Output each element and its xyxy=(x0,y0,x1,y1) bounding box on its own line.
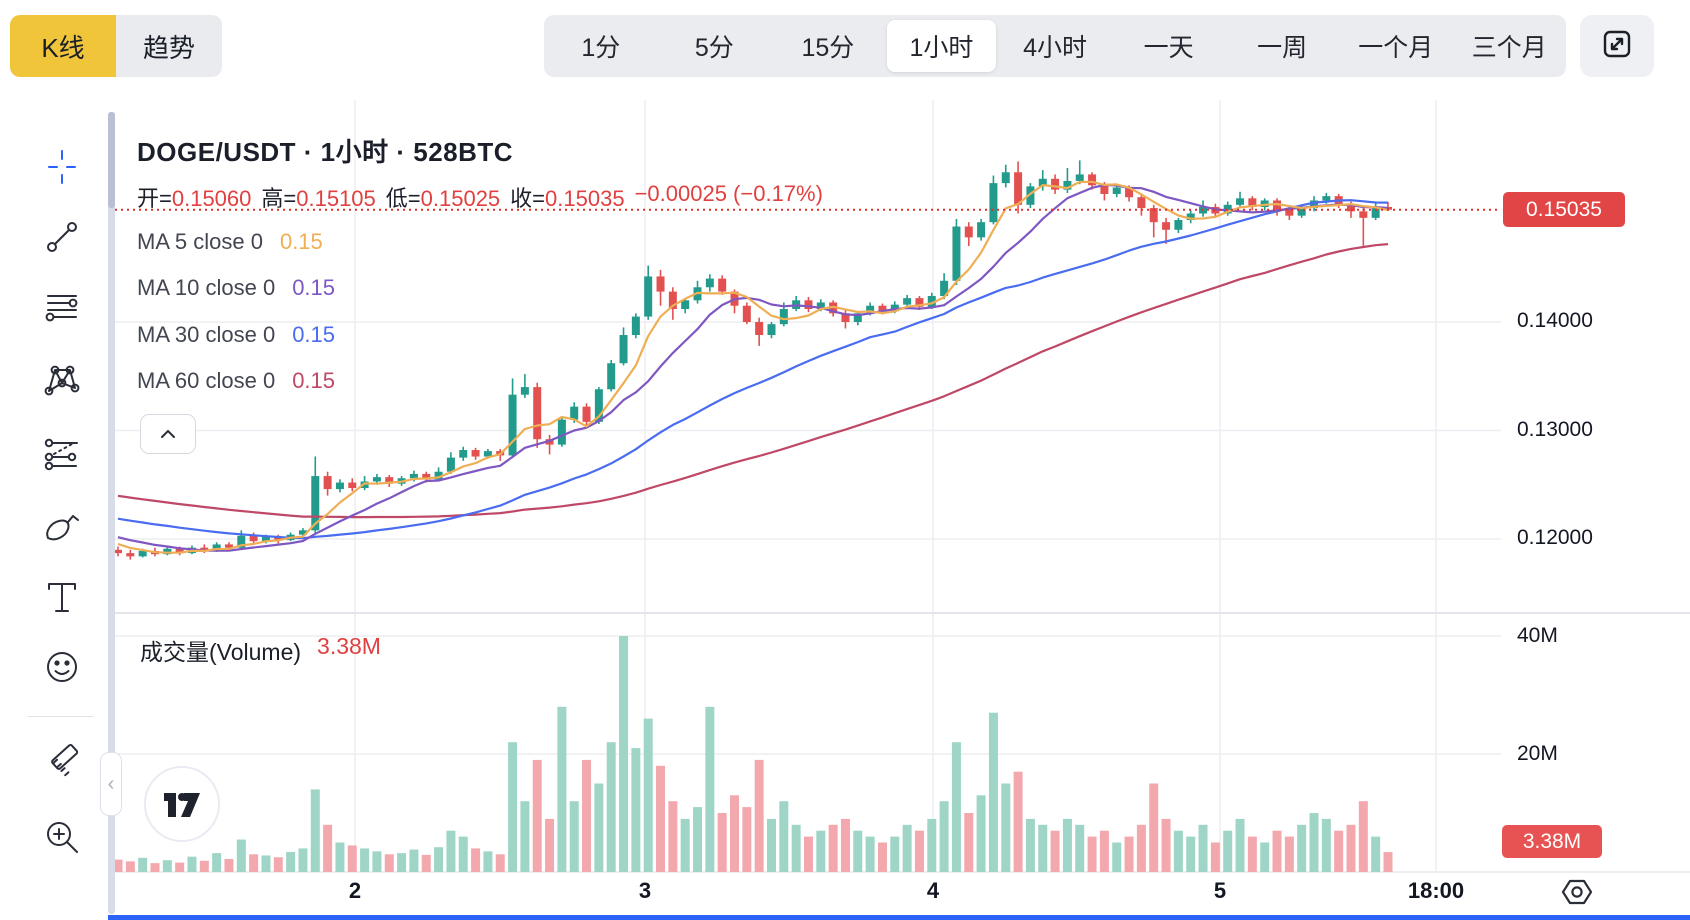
price-tick-label: 0.14000 xyxy=(1517,309,1593,332)
tradingview-logo-icon xyxy=(164,793,200,817)
brush-icon xyxy=(46,515,79,541)
tab-kline[interactable]: K线 xyxy=(10,15,116,77)
emoji-tool[interactable] xyxy=(40,645,84,689)
ma5-value: 0.15 xyxy=(279,229,323,254)
time-tick-label: 3 xyxy=(638,878,652,903)
close-value: 0.15035 xyxy=(545,186,625,211)
projection-tool[interactable] xyxy=(40,433,84,477)
tradingview-logo[interactable] xyxy=(144,766,220,842)
magnifier-plus-icon xyxy=(47,822,78,853)
pane-scrollbar[interactable] xyxy=(108,112,115,914)
chevron-up-icon xyxy=(161,429,175,438)
projection-icon xyxy=(44,438,78,471)
timeframe-1w[interactable]: 一周 xyxy=(1257,34,1308,62)
price-tick-label: 0.13000 xyxy=(1517,417,1593,441)
low-value: 0.15025 xyxy=(420,186,501,211)
toolbar-collapse-handle[interactable]: ‹ xyxy=(100,752,122,816)
time-tick-label: 18:00 xyxy=(1407,878,1465,903)
high-value: 0.15105 xyxy=(296,186,376,211)
last-volume-badge: 3.38M xyxy=(1502,825,1602,858)
ma60-legend[interactable]: MA 60 close 0 0.15 xyxy=(137,368,336,393)
gridlines xyxy=(108,100,1690,873)
candlesticks xyxy=(114,160,1392,560)
ruler-icon xyxy=(51,743,79,777)
crosshair-tool[interactable] xyxy=(40,145,84,189)
timeframe-1mo[interactable]: 一个月 xyxy=(1358,34,1434,62)
fullscreen-button[interactable] xyxy=(1580,15,1654,77)
timeframe-3mo[interactable]: 三个月 xyxy=(1471,34,1547,62)
timeframe-1h[interactable]: 1小时 xyxy=(886,20,997,72)
timeframe-4h[interactable]: 4小时 xyxy=(1023,34,1087,62)
xabcd-pattern-icon xyxy=(44,365,80,396)
volume-legend[interactable]: 成交量(Volume) 3.38M xyxy=(140,633,381,667)
price-tick-label: 0.12000 xyxy=(1517,526,1593,549)
horizontal-lines-tool[interactable] xyxy=(40,286,84,330)
trend-line-icon xyxy=(47,222,77,252)
volume-bars xyxy=(113,636,1393,872)
smiley-icon xyxy=(47,652,77,682)
trend-line-tool[interactable] xyxy=(40,215,84,259)
brush-tool[interactable] xyxy=(40,505,84,549)
time-tick-label: 5 xyxy=(1213,878,1227,903)
expand-icon xyxy=(1599,26,1635,67)
timeframe-1m[interactable]: 1分 xyxy=(581,34,621,62)
volume-value: 3.38M xyxy=(317,633,381,659)
moving-average-lines xyxy=(117,180,1389,554)
ma10-legend[interactable]: MA 10 close 0 0.15 xyxy=(137,275,336,300)
text-icon xyxy=(48,583,76,612)
close-label: 收= xyxy=(510,186,546,211)
last-price-badge: 0.15035 xyxy=(1503,192,1625,227)
chart-title: DOGE/USDT · 1小时 · 528BTC xyxy=(137,137,514,167)
timeframe-1d[interactable]: 一天 xyxy=(1143,34,1194,62)
pane-scrollbar-thumb[interactable] xyxy=(108,112,115,208)
chart-settings-button[interactable] xyxy=(1556,872,1598,912)
tab-trend[interactable]: 趋势 xyxy=(116,15,222,77)
timeframe-bar: 1分 5分 15分 1小时 4小时 一天 一周 一个月 三个月 xyxy=(544,15,1566,77)
ma30-legend[interactable]: MA 30 close 0 0.15 xyxy=(137,322,336,347)
ma10-value: 0.15 xyxy=(292,275,336,300)
time-tick-label: 2 xyxy=(348,878,362,903)
ruler-tool[interactable] xyxy=(40,738,84,782)
bottom-accent-bar xyxy=(108,915,1690,920)
high-label: 高= xyxy=(261,186,297,211)
timeframe-5m[interactable]: 5分 xyxy=(694,34,734,62)
legend-collapse-button[interactable] xyxy=(140,414,196,454)
ohlc-legend: 开=0.15060 高=0.15105 低=0.15025 收=0.15035 … xyxy=(137,181,823,213)
low-label: 低= xyxy=(385,186,421,211)
text-tool[interactable] xyxy=(40,575,84,619)
open-value: 0.15060 xyxy=(171,186,252,211)
toolbar-divider xyxy=(28,716,94,717)
open-label: 开= xyxy=(137,186,172,211)
settings-nut-icon xyxy=(1561,879,1593,905)
ma60-value: 0.15 xyxy=(292,368,336,393)
change-value: −0.00025 (−0.17%) xyxy=(634,181,823,206)
crosshair-icon xyxy=(48,150,76,184)
timeframe-15m[interactable]: 15分 xyxy=(801,34,855,62)
horizontal-lines-icon xyxy=(45,295,78,322)
volume-tick-label: 20M xyxy=(1517,742,1558,765)
chart-type-switch: K线 趋势 xyxy=(10,15,222,77)
zoom-in-tool[interactable] xyxy=(40,815,84,859)
time-tick-label: 4 xyxy=(926,878,940,903)
ma30-value: 0.15 xyxy=(292,322,336,347)
volume-tick-label: 40M xyxy=(1517,624,1558,647)
xabcd-pattern-tool[interactable] xyxy=(40,358,84,402)
ma5-legend[interactable]: MA 5 close 0 0.15 xyxy=(137,229,323,254)
volume-label: 成交量(Volume) xyxy=(140,639,302,665)
